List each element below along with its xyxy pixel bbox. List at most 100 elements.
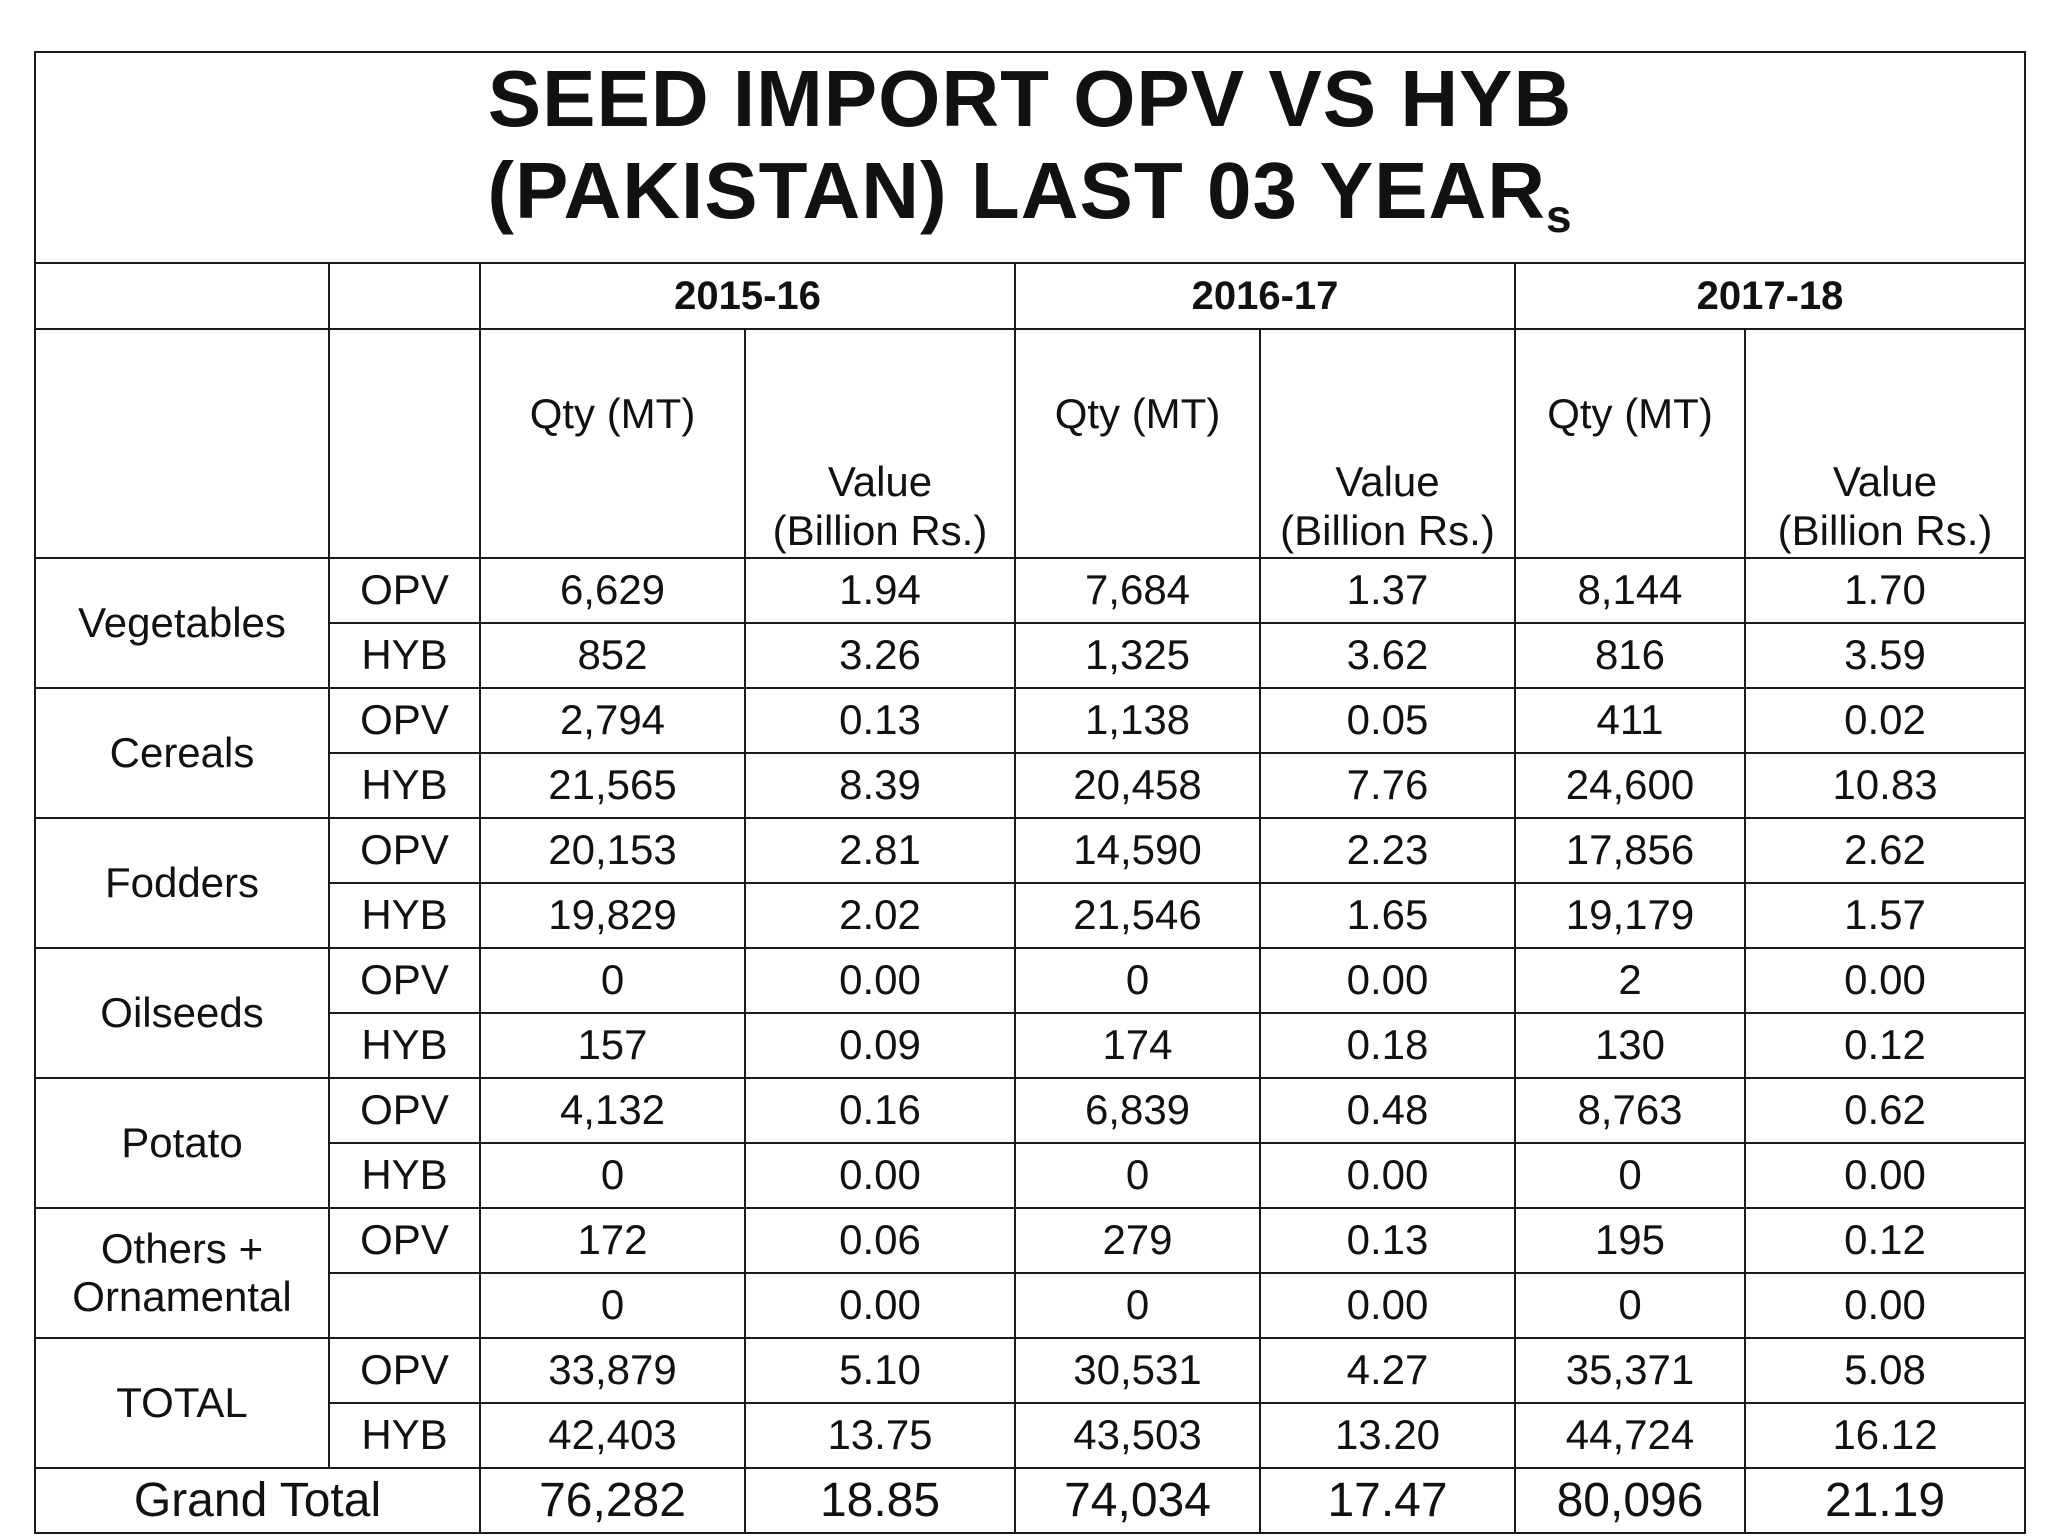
value-cell: 0.12: [1743, 1207, 2027, 1274]
seed-type-cell: OPV: [328, 1077, 481, 1144]
title-line-1: SEED IMPORT OPV VS HYB: [487, 54, 1573, 143]
value-cell: 5.10: [744, 1337, 1016, 1404]
seed-type-cell: OPV: [328, 687, 481, 754]
value-cell: 0.02: [1743, 687, 2027, 754]
qty-cell: 8,144: [1514, 557, 1746, 624]
qty-cell: 0: [1514, 1142, 1746, 1209]
table-row: Others + Ornamental OPV 172 0.06 279 0.13 195 0.…: [34, 1207, 2027, 1339]
table-row: HYB 157 0.09 174 0.18 130 0.12: [35, 1012, 2027, 1079]
value-cell: 2.81: [744, 817, 1016, 884]
category-label: Oilseeds: [34, 947, 330, 1079]
qty-cell: 20,458: [1014, 752, 1261, 819]
value-cell: 0.13: [1259, 1207, 1516, 1274]
qty-cell: 30,531: [1014, 1337, 1261, 1404]
value-cell: 3.62: [1259, 622, 1516, 689]
category-label: Vegetables: [34, 557, 330, 689]
qty-cell: 0: [479, 1272, 746, 1339]
seed-type-cell: HYB: [328, 752, 481, 819]
qty-cell: 1,138: [1014, 687, 1261, 754]
qty-cell: 14,590: [1014, 817, 1261, 884]
table-row: HYB 852 3.26 1,325 3.62 816 3.59: [35, 622, 2027, 689]
value-header-line1: Value: [1335, 458, 1440, 506]
value-cell: 0.00: [1743, 947, 2027, 1014]
seed-type-cell: HYB: [328, 1142, 481, 1209]
qty-cell: 816: [1514, 622, 1746, 689]
seed-type-cell: HYB: [328, 1402, 481, 1469]
qty-cell: 174: [1014, 1012, 1261, 1079]
value-cell: 3.26: [744, 622, 1016, 689]
value-cell: 0.00: [1743, 1142, 2027, 1209]
qty-cell: 0: [1014, 1142, 1261, 1209]
category-label: Potato: [34, 1077, 330, 1209]
value-cell: 0.00: [744, 1272, 1016, 1339]
qty-header: Qty (MT): [1514, 328, 1746, 559]
value-cell: 0.05: [1259, 687, 1516, 754]
grand-total-row: Grand Total 76,282 18.85 74,034 17.47 80,096 2…: [34, 1467, 2027, 1534]
value-header: Value (Billion Rs.): [744, 328, 1016, 559]
value-cell: 10.83: [1743, 752, 2027, 819]
qty-cell: 157: [479, 1012, 746, 1079]
qty-cell: 2,794: [479, 687, 746, 754]
value-header: Value (Billion Rs.): [1259, 328, 1516, 559]
qty-cell: 7,684: [1014, 557, 1261, 624]
title-line-2-main: (PAKISTAN) LAST 03 YEAR: [487, 146, 1547, 235]
seed-type-cell: HYB: [328, 882, 481, 949]
value-header-line1: Value: [827, 458, 933, 506]
category-label: TOTAL: [34, 1337, 330, 1469]
value-header-line1: Value: [1832, 458, 1938, 506]
qty-cell: 6,839: [1014, 1077, 1261, 1144]
qty-header: Qty (MT): [1014, 328, 1261, 559]
empty-header-cell: [34, 328, 330, 559]
qty-cell: 44,724: [1514, 1402, 1746, 1469]
table-row: Vegetables OPV 6,629 1.94 7,684 1.37 8,144 1.70: [34, 557, 2027, 689]
qty-cell: 33,879: [479, 1337, 746, 1404]
empty-header-cell: [34, 262, 330, 330]
table-row: TOTAL OPV 33,879 5.10 30,531 4.27 35,371 5.08: [34, 1337, 2027, 1469]
qty-cell: 172: [479, 1207, 746, 1274]
grand-total-qty: 74,034: [1014, 1467, 1261, 1534]
category-label-line: Cereals: [109, 728, 255, 776]
value-cell: 0.13: [744, 687, 1016, 754]
grand-total-qty: 80,096: [1514, 1467, 1746, 1534]
category-label: Cereals: [34, 687, 330, 819]
qty-cell: 411: [1514, 687, 1746, 754]
category-label-line: Oilseeds: [100, 988, 264, 1036]
value-cell: 4.27: [1259, 1337, 1516, 1404]
value-header-line2: (Billion Rs.): [1280, 506, 1495, 554]
table-row: HYB 19,829 2.02 21,546 1.65 19,179 1.57: [35, 882, 2027, 949]
category-label-line: Vegetables: [78, 598, 286, 646]
qty-cell: 19,179: [1514, 882, 1746, 949]
table-row: Cereals OPV 2,794 0.13 1,138 0.05 411 0.02: [34, 687, 2027, 819]
grand-total-value: 18.85: [744, 1467, 1016, 1534]
seed-type-cell: HYB: [328, 622, 481, 689]
year-header: 2016-17: [1014, 262, 1516, 330]
qty-cell: 195: [1514, 1207, 1746, 1274]
qty-cell: 21,565: [479, 752, 746, 819]
category-label-line: Fodders: [104, 858, 260, 906]
qty-cell: 0: [1514, 1272, 1746, 1339]
value-cell: 1.70: [1743, 557, 2027, 624]
title-line-2-subscript: s: [1546, 190, 1573, 242]
grand-total-value: 21.19: [1743, 1467, 2027, 1534]
value-cell: 0.62: [1743, 1077, 2027, 1144]
qty-cell: 20,153: [479, 817, 746, 884]
empty-header-cell: [328, 262, 481, 330]
qty-cell: 19,829: [479, 882, 746, 949]
value-header: Value (Billion Rs.): [1743, 328, 2027, 559]
grand-total-label: Grand Total: [34, 1467, 481, 1534]
qty-cell: 0: [479, 1142, 746, 1209]
qty-cell: 0: [1014, 947, 1261, 1014]
qty-cell: 1,325: [1014, 622, 1261, 689]
category-label-line: Potato: [121, 1118, 243, 1166]
category-label: Fodders: [34, 817, 330, 949]
qty-cell: 0: [1014, 1272, 1261, 1339]
qty-cell: 130: [1514, 1012, 1746, 1079]
value-cell: 13.75: [744, 1402, 1016, 1469]
value-cell: 0.00: [1259, 1142, 1516, 1209]
table-row: 0 0.00 0 0.00 0 0.00: [35, 1272, 2027, 1339]
value-cell: 0.06: [744, 1207, 1016, 1274]
value-cell: 1.57: [1743, 882, 2027, 949]
value-cell: 2.62: [1743, 817, 2027, 884]
seed-import-table: SEED IMPORT OPV VS HYB (PAKISTAN) LAST 0…: [33, 51, 2027, 1534]
value-cell: 0.12: [1743, 1012, 2027, 1079]
